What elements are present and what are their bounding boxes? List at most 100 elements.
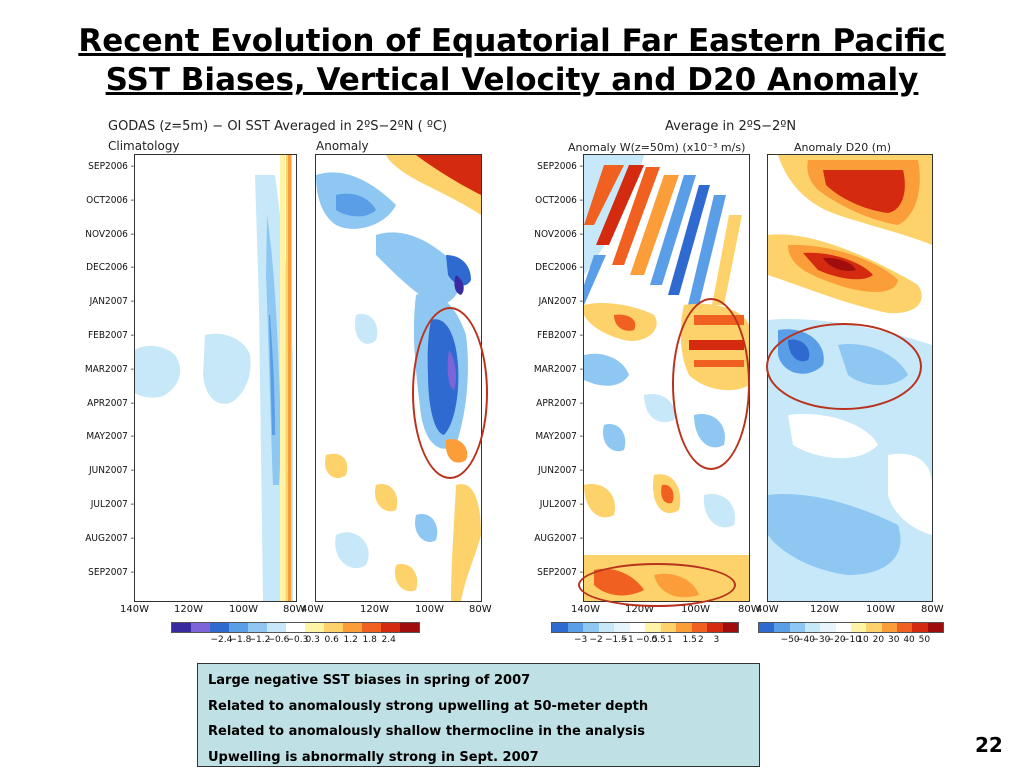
left-figure-y-tick: MAY2007 - bbox=[86, 431, 134, 442]
sst-colorbar-swatch bbox=[400, 623, 419, 632]
sst-colorbar-swatch bbox=[305, 623, 324, 632]
d20-colorbar-swatch bbox=[836, 623, 851, 632]
w-colorbar-swatch bbox=[630, 623, 646, 632]
sst-anomaly-x-tick: 120W bbox=[360, 604, 389, 615]
right-figure-title: Average in 2ºS−2ºN bbox=[665, 119, 796, 134]
note-line-1: Large negative SST biases in spring of 2… bbox=[208, 668, 749, 694]
right-figure-y-tick: JUN2007 - bbox=[538, 465, 583, 476]
left-figure-title: GODAS (z=5m) − OI SST Averaged in 2ºS−2º… bbox=[108, 119, 447, 134]
w-colorbar-swatch bbox=[692, 623, 708, 632]
right-figure-y-tick: NOV2006 - bbox=[534, 229, 583, 240]
w-colorbar-label: 2 bbox=[698, 635, 704, 645]
w-colorbar-label: 0.5 bbox=[652, 635, 666, 645]
d20-anomaly-x-tick: 40W bbox=[756, 604, 779, 615]
sst-colorbar-swatch bbox=[210, 623, 229, 632]
right-figure-y-tick: JUL2007 - bbox=[540, 499, 583, 510]
climatology-panel-title: Climatology bbox=[108, 139, 180, 153]
d20-colorbar-swatch bbox=[759, 623, 774, 632]
d20-anomaly-x-tick: 100W bbox=[866, 604, 895, 615]
w-colorbar-label: −3 bbox=[574, 635, 587, 645]
left-figure-y-tick: DEC2006 - bbox=[86, 262, 134, 273]
right-figure-y-tick: MAY2007 - bbox=[535, 431, 583, 442]
climatology-x-tick: 120W bbox=[174, 604, 203, 615]
climatology-panel bbox=[134, 154, 297, 602]
w-colorbar-label: −2 bbox=[590, 635, 603, 645]
note-line-4: Upwelling is abnormally strong in Sept. … bbox=[208, 745, 749, 770]
notes-box: Large negative SST biases in spring of 2… bbox=[197, 663, 760, 767]
d20-anomaly-x-tick: 80W bbox=[921, 604, 944, 615]
left-figure-y-tick: NOV2006 - bbox=[85, 229, 134, 240]
sst-colorbar-swatch bbox=[343, 623, 362, 632]
d20-colorbar-swatch bbox=[866, 623, 881, 632]
sst-colorbar-swatch bbox=[286, 623, 305, 632]
sst-bias-highlight-ellipse bbox=[412, 307, 488, 479]
w-colorbar bbox=[551, 622, 739, 633]
right-figure-y-tick: SEP2007 - bbox=[537, 567, 583, 578]
sst-colorbar-swatch bbox=[248, 623, 267, 632]
d20-colorbar-swatch bbox=[774, 623, 789, 632]
d20-colorbar-swatch bbox=[851, 623, 866, 632]
sst-anomaly-x-tick: 80W bbox=[469, 604, 492, 615]
sst-colorbar-swatch bbox=[381, 623, 400, 632]
climatology-x-tick: 100W bbox=[229, 604, 258, 615]
w-colorbar-swatch bbox=[568, 623, 584, 632]
left-figure-y-tick: OCT2006 - bbox=[86, 195, 134, 206]
sst-anomaly-x-tick: 100W bbox=[415, 604, 444, 615]
sst-colorbar-swatch bbox=[324, 623, 343, 632]
w-colorbar-label: 3 bbox=[714, 635, 720, 645]
right-figure-y-tick: OCT2006 - bbox=[535, 195, 583, 206]
right-figure-y-tick: DEC2006 - bbox=[535, 262, 583, 273]
w-colorbar-swatch bbox=[661, 623, 677, 632]
climatology-x-tick: 140W bbox=[120, 604, 149, 615]
d20-colorbar-swatch bbox=[882, 623, 897, 632]
sst-colorbar bbox=[171, 622, 420, 633]
d20-colorbar-swatch bbox=[790, 623, 805, 632]
d20-colorbar-swatch bbox=[912, 623, 927, 632]
w-colorbar-swatch bbox=[723, 623, 739, 632]
sst-colorbar-label: 1.8 bbox=[363, 635, 377, 645]
sst-colorbar-swatch bbox=[267, 623, 286, 632]
right-figure-y-tick: SEP2006 - bbox=[537, 161, 583, 172]
w-colorbar-swatch bbox=[583, 623, 599, 632]
note-line-3: Related to anomalously shallow thermocli… bbox=[208, 719, 749, 745]
sst-colorbar-swatch bbox=[229, 623, 248, 632]
sept-upwelling-highlight-ellipse bbox=[578, 563, 736, 607]
left-figure-y-tick: JAN2007 - bbox=[90, 296, 134, 307]
left-figure-y-tick: SEP2006 - bbox=[88, 161, 134, 172]
w-colorbar-label: 1.5 bbox=[683, 635, 697, 645]
slide-title: Recent Evolution of Equatorial Far Easte… bbox=[0, 22, 1024, 100]
w-colorbar-swatch bbox=[552, 623, 568, 632]
right-figure-y-tick: MAR2007 - bbox=[534, 364, 583, 375]
w-colorbar-swatch bbox=[599, 623, 615, 632]
thermocline-highlight-ellipse bbox=[766, 323, 922, 410]
w-colorbar-swatch bbox=[645, 623, 661, 632]
d20-colorbar-label: 50 bbox=[919, 635, 930, 645]
left-figure-y-tick: FEB2007 - bbox=[88, 330, 134, 341]
d20-colorbar-label: 10 bbox=[857, 635, 868, 645]
sst-anomaly-x-tick: 40W bbox=[301, 604, 324, 615]
sst-colorbar-swatch bbox=[362, 623, 381, 632]
w-colorbar-swatch bbox=[614, 623, 630, 632]
right-figure-y-tick: APR2007 - bbox=[536, 398, 583, 409]
d20-colorbar-label: 20 bbox=[873, 635, 884, 645]
right-figure-y-tick: FEB2007 - bbox=[537, 330, 583, 341]
climatology-heatmap bbox=[135, 155, 296, 601]
w-anomaly-x-tick: 100W bbox=[681, 604, 710, 615]
d20-colorbar-swatch bbox=[820, 623, 835, 632]
left-figure-y-tick: AUG2007 - bbox=[85, 533, 134, 544]
upwelling-highlight-ellipse bbox=[672, 298, 750, 470]
left-figure-y-tick: JUL2007 - bbox=[91, 499, 134, 510]
sst-anomaly-panel-title: Anomaly bbox=[316, 139, 369, 153]
d20-colorbar bbox=[758, 622, 944, 633]
slide-title-line-1: Recent Evolution of Equatorial Far Easte… bbox=[0, 22, 1024, 61]
sst-colorbar-label: 0.6 bbox=[325, 635, 339, 645]
sst-colorbar-label: 2.4 bbox=[382, 635, 396, 645]
sst-colorbar-label: 1.2 bbox=[344, 635, 358, 645]
d20-colorbar-swatch bbox=[897, 623, 912, 632]
d20-colorbar-label: 30 bbox=[888, 635, 899, 645]
note-line-2: Related to anomalously strong upwelling … bbox=[208, 694, 749, 720]
sst-colorbar-label: 0.3 bbox=[306, 635, 320, 645]
left-figure-y-tick: SEP2007 - bbox=[88, 567, 134, 578]
w-colorbar-swatch bbox=[676, 623, 692, 632]
w-colorbar-swatch bbox=[707, 623, 723, 632]
